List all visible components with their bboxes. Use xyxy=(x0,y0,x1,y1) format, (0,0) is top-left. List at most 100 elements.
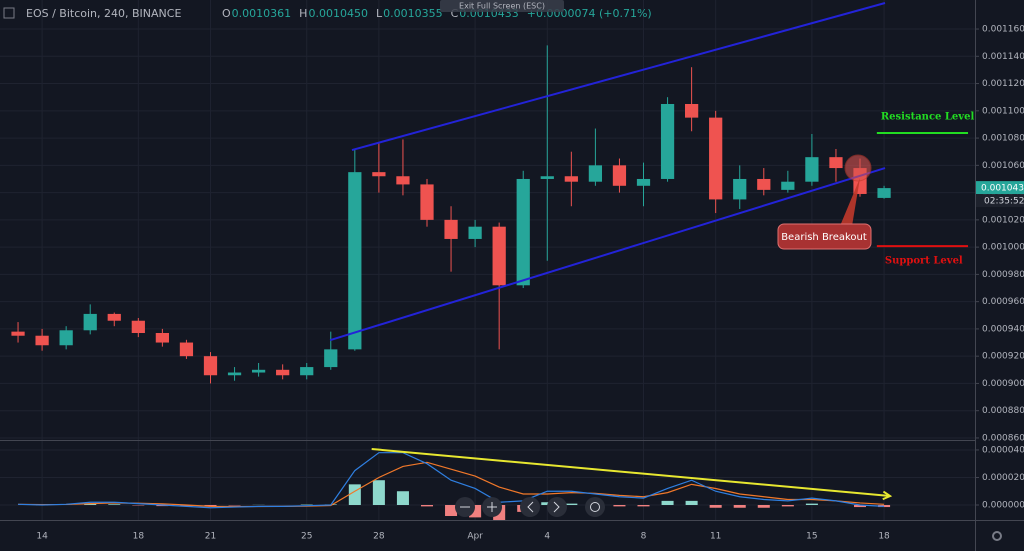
candle-body xyxy=(227,372,242,376)
countdown: 02:35:52 xyxy=(984,197,1024,207)
candle-body xyxy=(540,176,554,179)
nav-glyphs xyxy=(460,501,560,513)
channel-line xyxy=(329,167,886,342)
candle-body xyxy=(203,356,218,376)
candle-body xyxy=(107,313,121,321)
candle-body xyxy=(709,117,723,200)
candle-body xyxy=(564,176,578,182)
exit-fullscreen[interactable] xyxy=(440,0,564,12)
x-tick-label: 15 xyxy=(806,532,817,542)
x-tick-label: 18 xyxy=(133,532,145,542)
layout-icon[interactable] xyxy=(3,7,15,19)
histogram-bar xyxy=(733,504,746,508)
candle-body xyxy=(276,369,290,376)
candle-body xyxy=(155,332,169,343)
candle-body xyxy=(685,104,699,118)
histogram-bar xyxy=(348,484,361,505)
candle-body xyxy=(300,367,314,376)
histogram-bar xyxy=(853,504,867,508)
histogram-bar xyxy=(396,491,409,505)
candle-body xyxy=(83,313,97,331)
candle-body xyxy=(516,178,530,286)
callout-box xyxy=(777,223,872,250)
plot: Resistance Level Support Level xyxy=(11,2,974,521)
candle-body xyxy=(781,181,795,190)
candle-body xyxy=(372,172,386,177)
ohlc: O 0.0010361 H 0.0010450 L 0.0010355 C 0.0010433… xyxy=(222,7,652,20)
y-tick-label: 0.0000000 xyxy=(982,500,1024,510)
histogram-bar xyxy=(709,504,722,508)
x-tick-label: 18 xyxy=(878,532,890,542)
candle-body xyxy=(829,157,843,169)
histogram-bar xyxy=(372,480,385,505)
histogram-bar xyxy=(685,500,698,505)
histogram-bar xyxy=(613,504,626,507)
histogram-bar xyxy=(204,504,217,507)
settings[interactable] xyxy=(992,531,1002,541)
scroll-left[interactable] xyxy=(520,497,540,517)
candle-body xyxy=(757,178,771,190)
last-price: 0.0010433 xyxy=(981,184,1024,194)
signal-line xyxy=(18,461,885,508)
x-tick-label: Apr xyxy=(467,532,483,542)
candle-body xyxy=(877,188,891,198)
candle-body xyxy=(636,178,651,186)
callout-pointer xyxy=(840,178,860,226)
histogram-bar xyxy=(565,503,578,505)
histogram-bar xyxy=(781,504,794,507)
candle-body xyxy=(324,349,338,368)
candle-body xyxy=(11,331,25,336)
candle-body xyxy=(59,330,73,346)
histogram-bar xyxy=(420,504,434,507)
macd-line xyxy=(18,452,885,509)
ohlc-value: 0.0010450 xyxy=(308,7,368,20)
candle-body xyxy=(468,226,482,239)
scroll-right[interactable] xyxy=(547,497,567,517)
level-label: Support Level xyxy=(885,256,963,267)
candle-body xyxy=(420,184,434,220)
ohlc-key: C xyxy=(451,7,459,20)
histogram-bar xyxy=(541,502,554,505)
ohlc-key: L xyxy=(376,7,383,20)
candle-body xyxy=(348,172,362,350)
exit-fullscreen-label[interactable]: Exit Full Screen (ESC) xyxy=(459,2,545,11)
reset[interactable] xyxy=(585,497,605,517)
x-tick-label: 25 xyxy=(301,532,312,542)
nav-buttons xyxy=(455,497,605,517)
divergence-line xyxy=(371,447,891,498)
histogram-bar xyxy=(757,504,770,508)
x-tick-label: 28 xyxy=(373,532,385,542)
candle-body xyxy=(492,226,506,286)
divergence-arrow xyxy=(882,490,893,501)
candle-body xyxy=(35,335,49,346)
symbol[interactable]: EOS / Bitcoin, 240, BINANCE xyxy=(26,7,181,20)
breakout-marker xyxy=(844,154,872,182)
x-tick-label: 8 xyxy=(641,532,647,542)
x-tick-label: 21 xyxy=(205,532,216,542)
histogram-bar xyxy=(445,504,458,517)
ohlc-key: O xyxy=(222,7,231,20)
histogram-bar xyxy=(84,503,97,505)
countdown-tag xyxy=(976,194,1024,208)
last-price-tag xyxy=(976,181,1024,195)
callout-text: Bearish Breakout xyxy=(781,232,867,243)
candle-body xyxy=(805,157,819,182)
ohlc-value: 0.0010355 xyxy=(383,7,443,20)
candle-body xyxy=(733,178,747,200)
x-tick-label: 4 xyxy=(544,532,550,542)
candle-body xyxy=(396,176,410,185)
